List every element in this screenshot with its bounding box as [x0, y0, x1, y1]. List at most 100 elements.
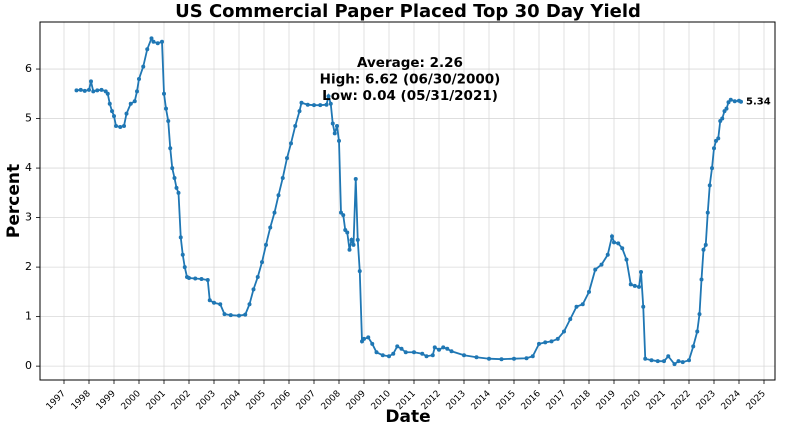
y-tick-label: 1 [25, 310, 32, 323]
marker [112, 114, 116, 119]
y-tick-label: 0 [25, 359, 32, 372]
x-tick-label: 2022 [670, 389, 693, 412]
marker [680, 360, 685, 365]
marker [632, 283, 637, 288]
marker [710, 166, 714, 171]
marker [297, 109, 302, 114]
marker [441, 345, 446, 350]
marker [182, 265, 187, 270]
marker [449, 349, 454, 354]
x-tick-label: 1999 [95, 389, 118, 412]
marker [720, 116, 725, 121]
marker [174, 185, 179, 190]
marker [574, 304, 579, 309]
marker [95, 88, 100, 93]
marker [366, 335, 371, 340]
marker [205, 277, 210, 282]
x-tick-label: 2024 [720, 389, 743, 412]
marker [370, 341, 375, 346]
marker [218, 302, 223, 307]
marker [299, 100, 304, 105]
marker [312, 103, 316, 108]
end-value-label: 5.34 [746, 97, 771, 108]
marker [349, 237, 354, 242]
marker [610, 234, 614, 239]
marker [728, 97, 733, 102]
marker [662, 359, 666, 364]
marker [207, 298, 212, 303]
marker [599, 262, 604, 267]
marker [420, 351, 425, 356]
marker [199, 276, 204, 281]
marker [580, 302, 585, 307]
marker [649, 358, 654, 363]
marker [337, 138, 341, 143]
marker [353, 176, 358, 181]
marker [724, 106, 729, 111]
marker [705, 210, 710, 215]
marker [549, 339, 554, 344]
marker [107, 101, 112, 106]
marker [362, 336, 366, 341]
marker [122, 123, 126, 128]
marker [357, 269, 362, 274]
marker [305, 102, 310, 107]
marker [676, 359, 681, 364]
marker [374, 350, 379, 355]
marker [716, 136, 721, 141]
marker [620, 246, 625, 251]
annotation: High: 6.62 (06/30/2000) [320, 72, 501, 88]
x-tick-label: 2001 [145, 389, 168, 412]
marker [166, 119, 171, 124]
x-tick-label: 2021 [645, 389, 668, 412]
y-tick-label: 5 [25, 112, 32, 125]
marker [593, 267, 598, 272]
marker [639, 270, 643, 275]
marker [355, 237, 360, 242]
marker [641, 304, 646, 309]
x-tick-label: 2023 [695, 389, 718, 412]
marker [697, 312, 702, 317]
marker [347, 247, 352, 252]
marker [237, 313, 241, 318]
marker [264, 242, 268, 247]
marker [212, 300, 216, 305]
x-tick-label: 1998 [70, 389, 93, 412]
marker [330, 121, 335, 126]
marker [616, 241, 621, 246]
marker [499, 357, 504, 362]
marker [605, 252, 610, 257]
annotation: Low: 0.04 (05/31/2021) [322, 88, 498, 104]
marker [432, 345, 437, 350]
x-tick-label: 2025 [745, 389, 768, 412]
marker [628, 282, 633, 287]
x-tick-label: 2018 [570, 389, 593, 412]
marker [474, 355, 479, 360]
marker [164, 106, 168, 111]
marker [124, 111, 129, 116]
marker [387, 354, 391, 359]
marker [99, 87, 104, 92]
marker [732, 99, 737, 104]
marker [380, 353, 385, 358]
marker [151, 39, 156, 44]
marker [318, 103, 323, 108]
marker [280, 175, 285, 180]
x-tick-label: 2013 [445, 389, 468, 412]
marker [624, 257, 629, 262]
marker [145, 47, 150, 52]
x-tick-label: 2017 [545, 389, 568, 412]
x-tick-label: 2000 [120, 389, 143, 412]
marker [260, 260, 264, 265]
marker [345, 230, 350, 235]
marker [351, 242, 356, 247]
marker [285, 156, 289, 161]
marker [326, 94, 331, 99]
marker [537, 341, 541, 346]
marker [89, 79, 93, 84]
y-tick-label: 4 [25, 161, 32, 174]
annotation: Average: 2.26 [357, 55, 463, 71]
x-tick-label: 2007 [295, 389, 318, 412]
marker [699, 277, 704, 282]
marker [391, 351, 396, 356]
